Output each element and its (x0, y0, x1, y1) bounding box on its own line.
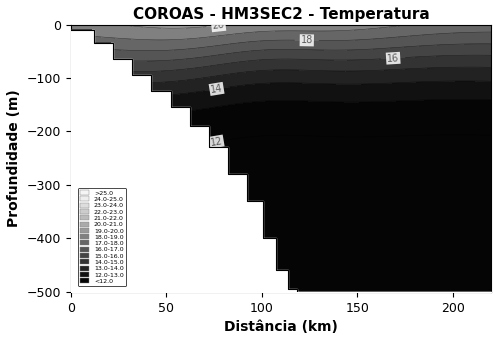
Text: 20: 20 (212, 20, 225, 31)
Text: 18: 18 (301, 35, 313, 45)
Title: COROAS - HM3SEC2 - Temperatura: COROAS - HM3SEC2 - Temperatura (132, 7, 429, 22)
Y-axis label: Profundidade (m): Profundidade (m) (7, 89, 21, 227)
Text: 12: 12 (210, 136, 224, 148)
Text: 14: 14 (210, 83, 224, 95)
X-axis label: Distância (km): Distância (km) (224, 320, 338, 334)
Text: 16: 16 (387, 53, 399, 63)
Legend: >25.0, 24.0-25.0, 23.0-24.0, 22.0-23.0, 21.0-22.0, 20.0-21.0, 19.0-20.0, 18.0-19: >25.0, 24.0-25.0, 23.0-24.0, 22.0-23.0, … (78, 188, 126, 286)
